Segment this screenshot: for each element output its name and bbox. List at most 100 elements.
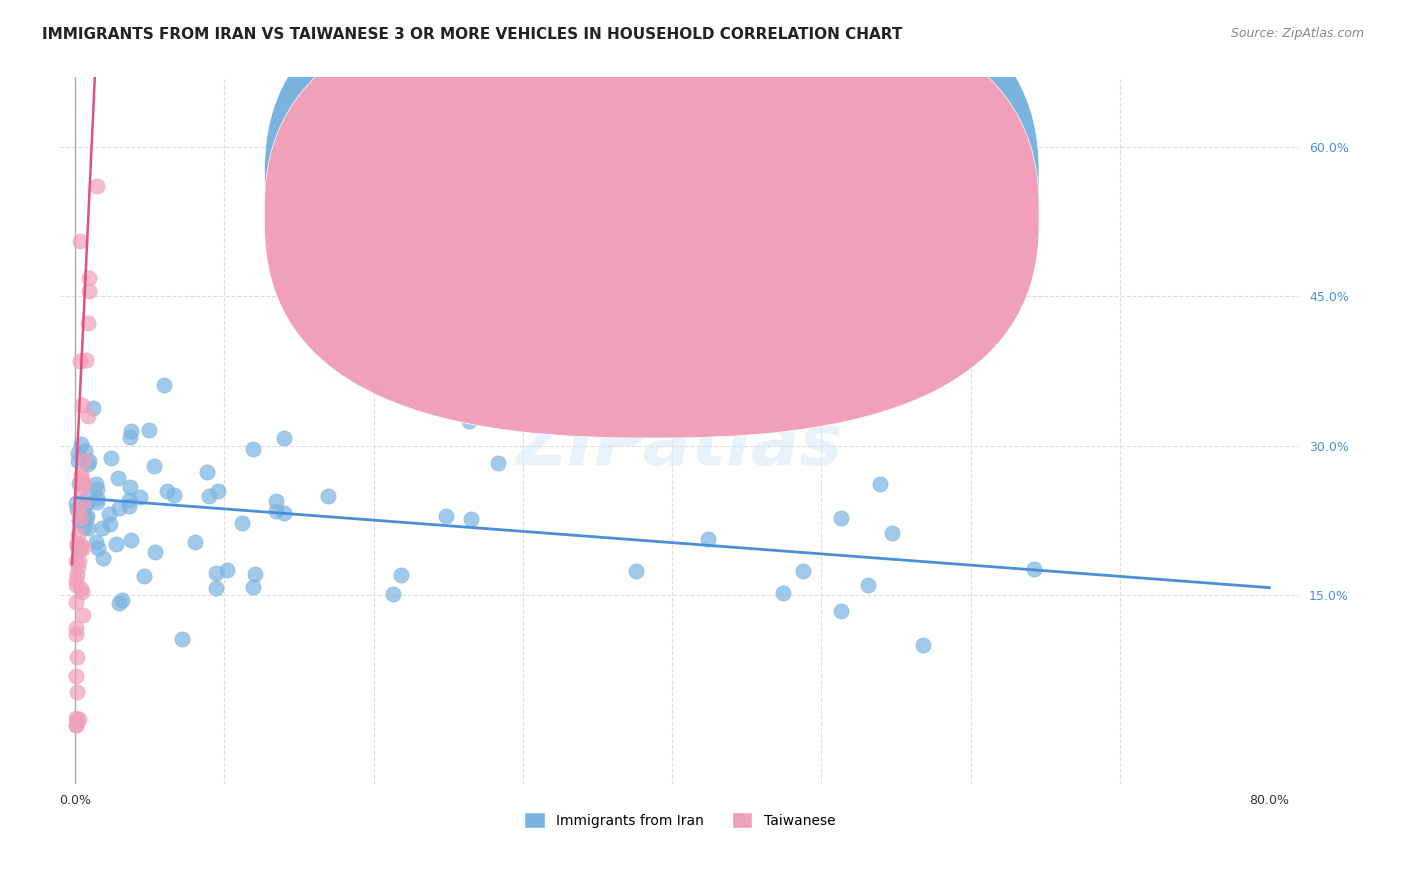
Point [111, 592, 134, 607]
Point [273, 506, 295, 520]
Point [792, 565, 814, 579]
Point [911, 638, 934, 652]
Point [66, 528, 89, 542]
Point [697, 532, 720, 546]
Point [66, 567, 89, 582]
Point [273, 432, 295, 446]
Point [66, 713, 89, 727]
Point [98, 517, 121, 532]
Point [67, 712, 90, 726]
Point [70, 584, 93, 599]
Point [77, 284, 100, 298]
FancyBboxPatch shape [264, 0, 1039, 438]
Point [69, 234, 91, 248]
Point [70, 471, 93, 485]
Point [434, 508, 457, 523]
Point [76, 490, 98, 504]
Point [138, 423, 160, 437]
Point [118, 480, 141, 494]
Point [66, 445, 89, 459]
Point [70, 475, 93, 490]
Point [87, 541, 110, 555]
Point [75, 510, 97, 524]
Point [264, 504, 287, 518]
Point [82, 401, 104, 415]
Point [97, 507, 120, 521]
Point [70, 483, 93, 497]
Point [65, 621, 87, 635]
Point [242, 442, 264, 456]
Point [65, 669, 87, 683]
Point [163, 488, 186, 502]
Point [77, 521, 100, 535]
Point [86, 483, 108, 497]
Point [205, 582, 228, 596]
Point [121, 425, 143, 439]
Point [104, 536, 127, 550]
Point [143, 545, 166, 559]
Point [86, 491, 108, 505]
Point [316, 489, 339, 503]
Point [486, 456, 509, 470]
Point [65, 711, 87, 725]
Point [458, 414, 481, 428]
Point [65, 626, 87, 640]
Point [69, 353, 91, 368]
Point [76, 496, 98, 510]
Point [880, 526, 903, 541]
Point [86, 495, 108, 509]
FancyBboxPatch shape [264, 0, 1039, 402]
Point [84, 535, 107, 549]
Point [75, 444, 97, 458]
Text: R =  0.398    N = 44: R = 0.398 N = 44 [673, 209, 813, 222]
Point [460, 512, 482, 526]
Point [70, 467, 93, 482]
Point [77, 270, 100, 285]
Point [91, 521, 114, 535]
Point [73, 452, 96, 467]
Point [128, 490, 150, 504]
Point [65, 717, 87, 731]
Legend: Immigrants from Iran, Taiwanese: Immigrants from Iran, Taiwanese [519, 806, 841, 834]
Point [117, 492, 139, 507]
Point [65, 554, 87, 568]
Point [142, 459, 165, 474]
Point [170, 632, 193, 646]
Point [72, 495, 94, 509]
Point [72, 541, 94, 556]
Text: R = -0.106    N = 84: R = -0.106 N = 84 [673, 173, 814, 187]
Point [118, 500, 141, 514]
Point [70, 506, 93, 520]
Point [67, 513, 90, 527]
Point [195, 465, 218, 479]
Point [66, 559, 89, 574]
Point [65, 595, 87, 609]
Point [76, 509, 98, 524]
Point [830, 604, 852, 618]
Point [86, 179, 108, 194]
Point [107, 471, 129, 485]
Point [72, 607, 94, 622]
Point [77, 316, 100, 330]
Point [100, 450, 122, 465]
Point [73, 520, 96, 534]
Text: ZIPatlas: ZIPatlas [516, 410, 844, 480]
Point [264, 494, 287, 508]
Point [77, 457, 100, 471]
Point [205, 566, 228, 580]
Point [70, 582, 93, 596]
Point [66, 503, 89, 517]
Point [830, 511, 852, 525]
Point [65, 573, 87, 587]
Point [624, 564, 647, 578]
Point [72, 511, 94, 525]
Point [77, 454, 100, 468]
Point [108, 500, 131, 515]
Point [217, 563, 239, 577]
Point [156, 484, 179, 499]
Point [67, 475, 90, 490]
FancyBboxPatch shape [612, 155, 983, 240]
Point [381, 587, 404, 601]
Point [153, 377, 176, 392]
Point [389, 567, 412, 582]
